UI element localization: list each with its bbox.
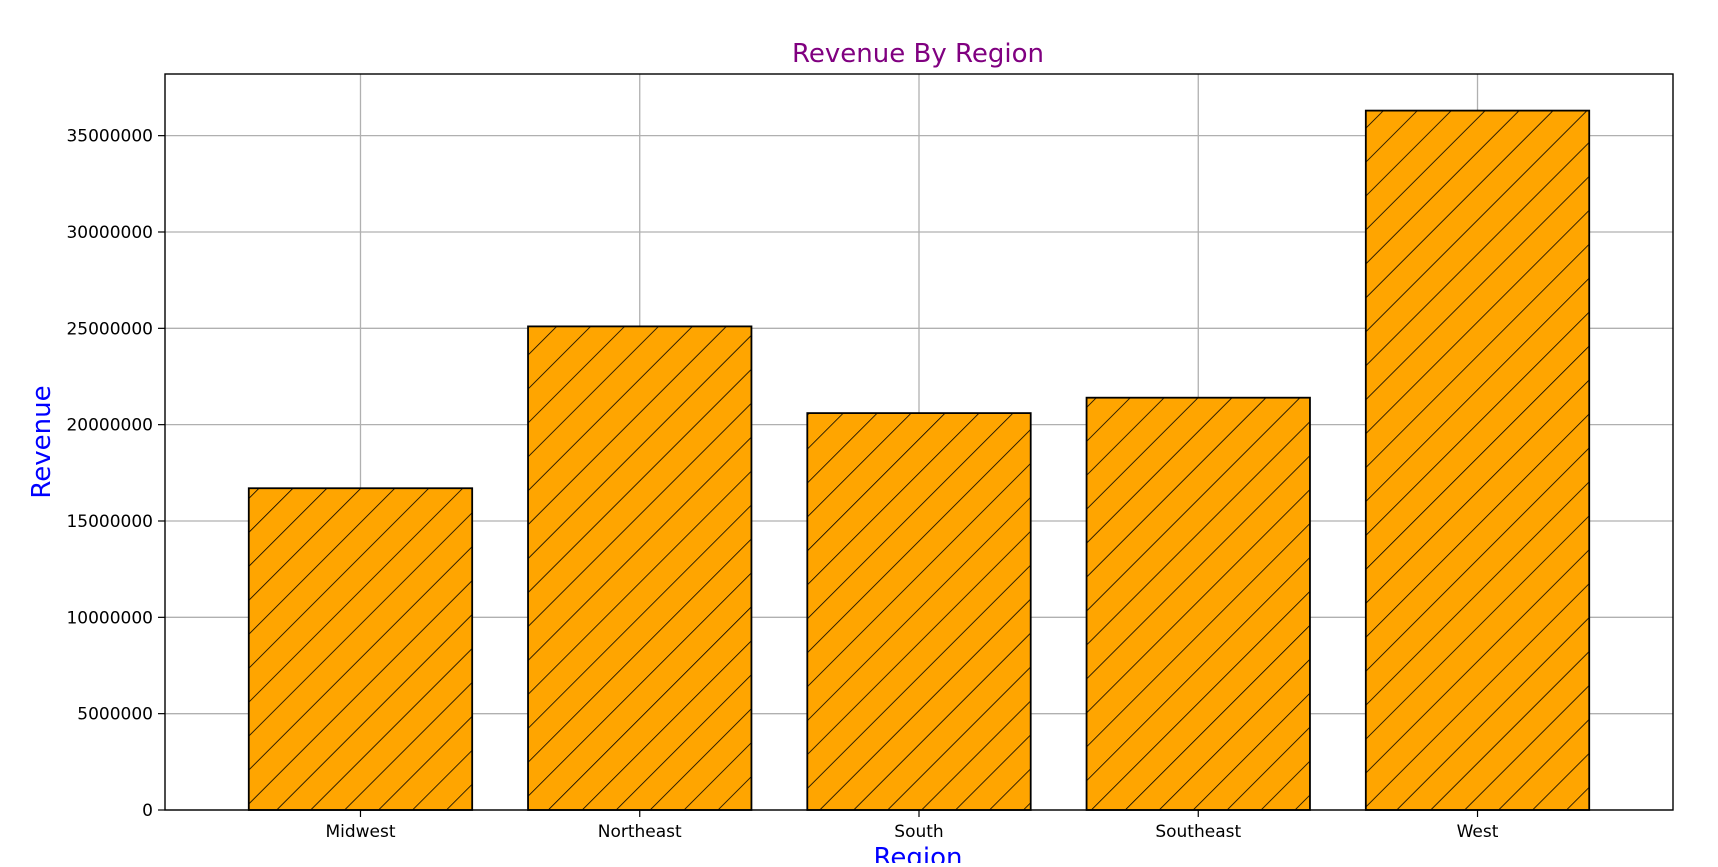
bar-northeast	[527, 325, 753, 811]
x-tick-label: Southeast	[1155, 822, 1241, 842]
y-tick-label: 30000000	[66, 223, 153, 243]
chart-title: Revenue By Region	[792, 39, 1044, 69]
x-axis-label-text: Region	[873, 843, 962, 863]
y-tick-label: 20000000	[66, 416, 153, 436]
bar-hatch	[1086, 397, 1310, 810]
x-tick-label: Midwest	[325, 822, 395, 842]
y-axis-label: Revenue	[27, 385, 57, 498]
bar-hatch	[248, 488, 473, 810]
bar-southeast	[1085, 396, 1311, 811]
y-tick-label: 25000000	[66, 319, 153, 339]
bar-west	[1364, 109, 1591, 811]
y-tick-label: 35000000	[66, 127, 153, 147]
y-tick-label: 15000000	[66, 512, 153, 532]
bar-hatch	[528, 326, 752, 810]
x-axis-ticks: Midwest Northeast South Southeast West	[325, 810, 1499, 842]
y-tick-label: 5000000	[77, 705, 153, 725]
bar-south	[806, 412, 1032, 811]
bar-hatch	[807, 413, 1031, 810]
y-axis-ticks: 0 5000000 10000000 15000000 20000000 25000000…	[66, 127, 165, 821]
bar-midwest	[247, 487, 474, 811]
x-tick-label: West	[1457, 822, 1499, 842]
x-tick-label: Northeast	[598, 822, 682, 842]
bars	[247, 109, 1591, 811]
y-tick-label: 10000000	[66, 608, 153, 628]
y-tick-label: 0	[142, 801, 153, 821]
x-tick-label: South	[894, 822, 943, 842]
bar-hatch	[1365, 110, 1590, 811]
